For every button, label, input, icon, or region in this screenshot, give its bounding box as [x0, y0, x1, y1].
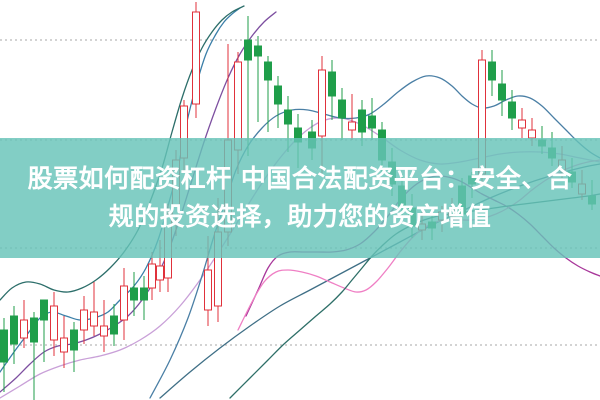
candle-body: [528, 129, 536, 139]
candlestick: [348, 94, 356, 140]
candle-body: [274, 85, 282, 105]
candle-body: [234, 61, 242, 151]
candle-body: [284, 109, 292, 125]
candle-body: [156, 265, 164, 281]
candlestick: [140, 276, 148, 320]
candlestick: [328, 60, 336, 120]
candle-body: [0, 329, 8, 363]
candle-body: [130, 287, 138, 301]
candle-body: [40, 299, 48, 321]
candle-body: [508, 101, 516, 119]
candle-body: [338, 99, 346, 119]
headline-line-1: 股票如何配资杠杆 中国合法配资平台：安全、合: [27, 164, 573, 193]
candlestick: [148, 252, 156, 300]
candle-body: [498, 83, 506, 101]
candle-body: [358, 109, 366, 133]
candlestick: [274, 76, 282, 128]
candle-body: [244, 39, 252, 61]
candle-body: [328, 71, 336, 97]
candle-body: [204, 269, 212, 311]
candlestick: [192, 2, 200, 118]
candle-body: [264, 61, 272, 81]
candle-body: [192, 11, 200, 105]
headline-overlay-band: 股票如何配资杠杆 中国合法配资平台：安全、合 规的投资选择，助力您的资产增值: [0, 138, 600, 258]
candlestick: [70, 322, 78, 372]
candle-body: [348, 121, 356, 131]
candlestick: [60, 316, 68, 368]
candlestick: [80, 296, 88, 344]
candle-body: [100, 325, 108, 337]
candle-body: [254, 45, 262, 57]
candle-body: [148, 263, 156, 289]
candlestick: [90, 282, 98, 336]
candle-body: [60, 337, 68, 353]
candlestick: [264, 56, 272, 132]
candlestick: [0, 318, 8, 392]
headline-line-2: 规的投资选择，助力您的资产增值: [108, 202, 492, 231]
candle-body: [30, 317, 38, 343]
candlestick: [488, 50, 496, 96]
candle-body: [80, 309, 88, 331]
candle-body: [90, 311, 98, 327]
candlestick: [508, 90, 516, 130]
candlestick: [254, 36, 262, 122]
candle-body: [318, 69, 326, 137]
candle-body: [110, 315, 118, 335]
candle-body: [10, 315, 18, 345]
candlestick: [20, 300, 28, 348]
candle-body: [70, 329, 78, 351]
candlestick: [10, 306, 18, 364]
candlestick: [120, 268, 128, 340]
candle-body: [140, 287, 148, 301]
candlestick: [40, 299, 48, 362]
candlestick: [518, 108, 526, 138]
candlestick: [100, 300, 108, 352]
candlestick: [110, 304, 118, 346]
candlestick: [368, 98, 376, 140]
candle-body: [518, 119, 526, 129]
candle-body: [50, 305, 58, 341]
candlestick: [338, 88, 346, 140]
candlestick: [244, 16, 252, 156]
candle-body: [368, 115, 376, 129]
candlestick: [30, 312, 38, 400]
candlestick: [50, 292, 58, 356]
candle-body: [488, 61, 496, 81]
candlestick: [498, 70, 506, 116]
candle-body: [120, 285, 128, 321]
candle-body: [20, 319, 28, 339]
candlestick: [130, 272, 138, 316]
